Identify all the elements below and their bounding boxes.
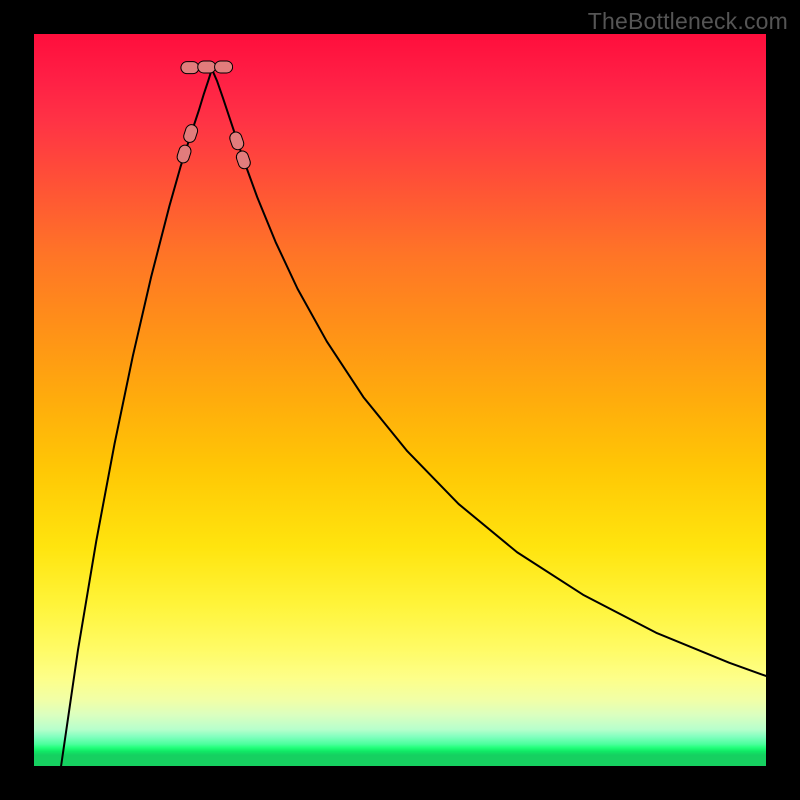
curve-layer (34, 34, 766, 766)
curve-marker (228, 130, 245, 151)
curve-marker (182, 123, 199, 144)
watermark-text: TheBottleneck.com (588, 8, 788, 35)
bottleneck-chart (34, 34, 766, 766)
curve-marker (235, 149, 252, 170)
curve-marker (198, 61, 216, 73)
curve-marker (181, 62, 199, 74)
curve-marker (215, 61, 233, 73)
marker-group (176, 61, 252, 170)
curve-marker (176, 144, 193, 165)
bottleneck-curve (61, 69, 766, 766)
